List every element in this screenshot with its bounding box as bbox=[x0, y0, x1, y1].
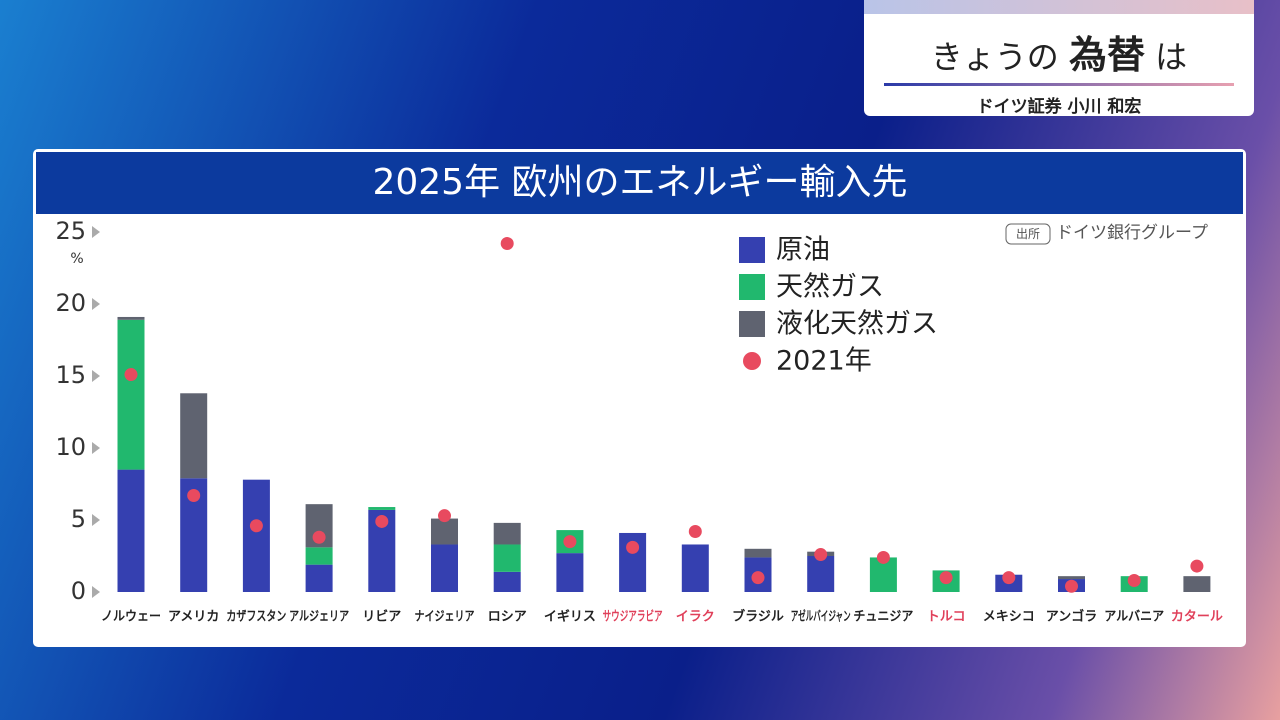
x-tick-label: イギリス bbox=[544, 609, 596, 625]
bar-segment bbox=[1183, 576, 1211, 592]
dot-2021 bbox=[1065, 579, 1078, 593]
legend-label: 2021年 bbox=[776, 346, 872, 377]
title-post: は bbox=[1155, 38, 1188, 76]
x-tick-label: カタール bbox=[1171, 610, 1223, 625]
chart-panel bbox=[33, 149, 1246, 647]
bar-segment bbox=[305, 564, 333, 592]
x-tick-label: イラク bbox=[676, 610, 715, 625]
x-tick-label: アゼルバイジャン bbox=[791, 609, 851, 625]
y-tick-mark bbox=[92, 298, 100, 310]
legend-swatch bbox=[739, 237, 765, 263]
dot-2021 bbox=[1127, 573, 1141, 587]
legend-label: 原油 bbox=[776, 235, 830, 266]
legend-swatch bbox=[739, 274, 765, 300]
legend-label: 天然ガス bbox=[776, 272, 884, 303]
bar-segment bbox=[493, 544, 521, 572]
y-tick-label: 0 bbox=[71, 577, 86, 605]
y-tick-mark bbox=[92, 586, 100, 598]
bar-segment bbox=[117, 319, 145, 470]
y-tick-mark bbox=[92, 442, 100, 454]
dot-2021 bbox=[124, 368, 138, 382]
y-tick-label: 25 bbox=[55, 217, 86, 245]
bar-segment bbox=[242, 479, 270, 592]
dot-2021 bbox=[939, 571, 953, 585]
x-tick-label: チュニジア bbox=[853, 610, 913, 625]
x-tick-label: リビア bbox=[362, 609, 401, 625]
dot-2021 bbox=[751, 571, 765, 585]
x-tick-label: メキシコ bbox=[983, 610, 1035, 625]
dot-2021 bbox=[688, 525, 702, 539]
bar-segment bbox=[493, 522, 521, 545]
x-tick-label: ロシア bbox=[488, 610, 527, 625]
legend-swatch bbox=[743, 352, 761, 370]
dot-2021 bbox=[375, 514, 389, 528]
y-tick-label: 15 bbox=[55, 361, 86, 389]
dot-2021 bbox=[1190, 559, 1204, 573]
x-tick-label: サウジアラビア bbox=[603, 609, 663, 625]
legend-swatch bbox=[739, 311, 765, 337]
dot-2021 bbox=[563, 535, 577, 549]
dot-2021 bbox=[814, 548, 828, 562]
bar-segment bbox=[431, 518, 458, 545]
chart-title: 2025年 欧州のエネルギー輸入先 bbox=[372, 162, 907, 203]
y-tick-mark bbox=[92, 226, 100, 238]
y-tick-label: 5 bbox=[71, 505, 86, 533]
presenter: ドイツ証券 小川 和宏 bbox=[976, 97, 1142, 117]
x-tick-label: ノルウェー bbox=[101, 610, 161, 625]
dot-2021 bbox=[187, 489, 201, 503]
dot-2021 bbox=[500, 237, 514, 251]
bar-segment bbox=[117, 316, 145, 320]
bar-segment bbox=[368, 507, 396, 510]
y-tick-label: 20 bbox=[55, 289, 86, 317]
x-tick-label: ブラジル bbox=[732, 609, 784, 625]
y-tick-label: 10 bbox=[55, 433, 86, 461]
legend-label: 液化天然ガス bbox=[776, 309, 938, 340]
header-stripe bbox=[864, 0, 1254, 14]
dot-2021 bbox=[1002, 571, 1016, 585]
y-unit: % bbox=[70, 251, 83, 267]
x-tick-label: アルバニア bbox=[1104, 610, 1164, 625]
dot-2021 bbox=[438, 509, 451, 523]
x-tick-label: アルジェリア bbox=[289, 610, 349, 625]
x-tick-label: アンゴラ bbox=[1046, 609, 1097, 625]
bar-segment bbox=[681, 544, 709, 592]
chart-title-bar bbox=[36, 152, 1243, 214]
source-tag: 出所 bbox=[1016, 227, 1040, 241]
x-tick-label: カザフスタン bbox=[226, 610, 286, 625]
dot-2021 bbox=[249, 519, 263, 533]
bar-segment bbox=[431, 544, 458, 592]
bar-segment bbox=[744, 548, 772, 558]
y-tick-mark bbox=[92, 514, 100, 526]
program-title: きょうの 為替 は bbox=[864, 24, 1254, 79]
x-tick-label: アメリカ bbox=[168, 610, 219, 625]
dot-2021 bbox=[876, 550, 890, 564]
x-tick-label: トルコ bbox=[927, 610, 966, 625]
dot-2021 bbox=[312, 530, 326, 544]
bar-segment bbox=[493, 571, 521, 592]
header-underline bbox=[884, 83, 1234, 86]
bar-segment bbox=[305, 547, 333, 565]
program-header: きょうの 為替 は ドイツ証券 小川 和宏 bbox=[864, 0, 1254, 117]
title-pre: きょうの bbox=[930, 38, 1059, 76]
bar-segment bbox=[1058, 576, 1085, 580]
bar-segment bbox=[556, 553, 584, 592]
bar-segment bbox=[117, 469, 145, 592]
title-main: 為替 bbox=[1068, 33, 1145, 77]
bar-segment bbox=[180, 393, 208, 479]
y-tick-mark bbox=[92, 370, 100, 382]
dot-2021 bbox=[626, 540, 640, 554]
source: ドイツ銀行グループ bbox=[1056, 223, 1208, 243]
x-tick-label: ナイジェリア bbox=[415, 610, 475, 625]
bar-segment bbox=[807, 556, 835, 592]
source-tag-box bbox=[1005, 223, 1051, 245]
